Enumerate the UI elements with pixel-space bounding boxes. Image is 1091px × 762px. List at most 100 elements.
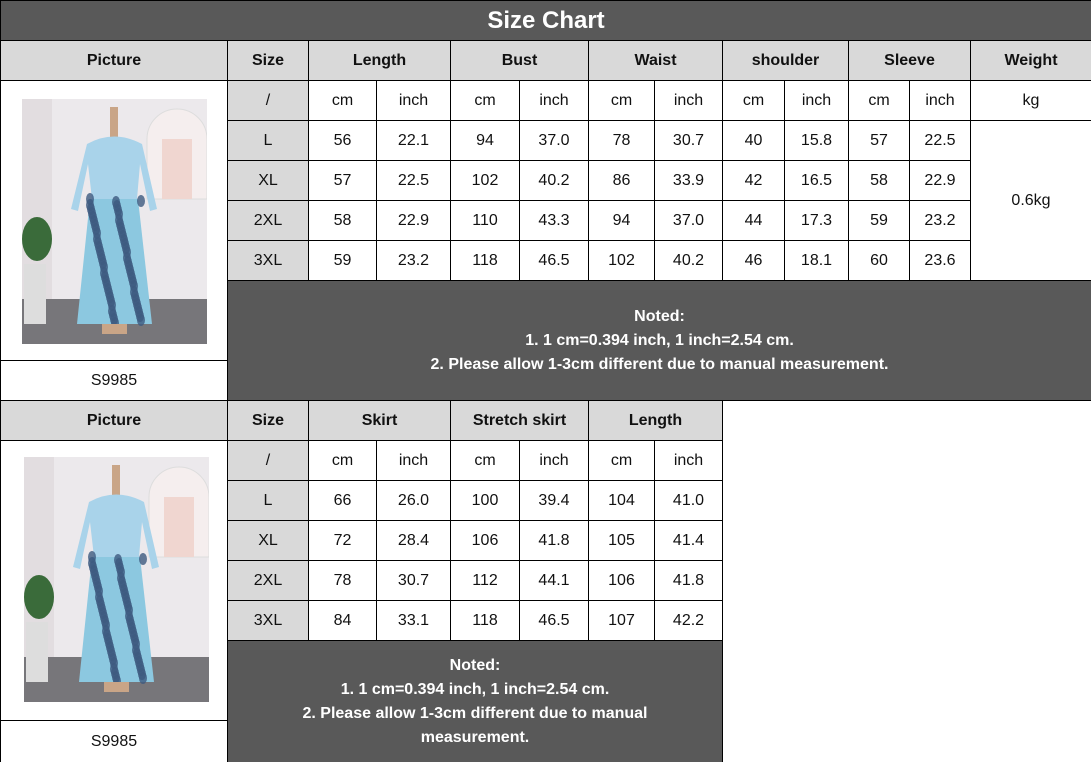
measurement-cell: 43.3 xyxy=(519,200,589,241)
measurement-cell: 46.5 xyxy=(519,600,589,641)
measurement-cell: 58 xyxy=(308,200,377,241)
measurement-cell: 44.1 xyxy=(519,560,589,601)
measurement-cell: 37.0 xyxy=(654,200,723,241)
measurement-cell: 44 xyxy=(722,200,785,241)
size-label: 2XL xyxy=(227,560,309,601)
size-label: L xyxy=(227,480,309,521)
measurement-cell: 57 xyxy=(848,120,910,161)
unit-cell: cm xyxy=(450,80,520,121)
size-label: L xyxy=(227,120,309,161)
size-label: 3XL xyxy=(227,600,309,641)
size-label: XL xyxy=(227,160,309,201)
measurement-cell: 72 xyxy=(308,520,377,561)
column-header: Size xyxy=(227,400,309,441)
measurement-cell: 106 xyxy=(588,560,655,601)
note-box: Noted: 1. 1 cm=0.394 inch, 1 inch=2.54 cm… xyxy=(227,280,1091,401)
size-label: 3XL xyxy=(227,240,309,281)
column-header: Waist xyxy=(588,40,723,81)
measurement-cell: 16.5 xyxy=(784,160,849,201)
measurement-cell: 102 xyxy=(450,160,520,201)
column-header: Size xyxy=(227,40,309,81)
note-line: Noted: xyxy=(449,656,501,674)
column-header: Picture xyxy=(0,40,228,81)
measurement-cell: 33.9 xyxy=(654,160,723,201)
note-line: 2. Please allow 1-3cm different due to m… xyxy=(430,355,889,373)
unit-cell: / xyxy=(227,80,309,121)
note-box: Noted: 1. 1 cm=0.394 inch, 1 inch=2.54 cm… xyxy=(227,640,723,762)
measurement-cell: 30.7 xyxy=(654,120,723,161)
measurement-cell: 23.2 xyxy=(376,240,451,281)
size-label: XL xyxy=(227,520,309,561)
measurement-cell: 28.4 xyxy=(376,520,451,561)
unit-cell: inch xyxy=(519,80,589,121)
measurement-cell: 58 xyxy=(848,160,910,201)
measurement-cell: 39.4 xyxy=(519,480,589,521)
measurement-cell: 59 xyxy=(848,200,910,241)
measurement-cell: 15.8 xyxy=(784,120,849,161)
measurement-cell: 94 xyxy=(450,120,520,161)
measurement-cell: 78 xyxy=(308,560,377,601)
measurement-cell: 59 xyxy=(308,240,377,281)
measurement-cell: 40.2 xyxy=(519,160,589,201)
measurement-cell: 22.5 xyxy=(376,160,451,201)
measurement-cell: 42 xyxy=(722,160,785,201)
measurement-cell: 18.1 xyxy=(784,240,849,281)
measurement-cell: 30.7 xyxy=(376,560,451,601)
measurement-cell: 46 xyxy=(722,240,785,281)
unit-cell: kg xyxy=(970,80,1091,121)
unit-cell: inch xyxy=(784,80,849,121)
unit-cell: cm xyxy=(450,440,520,481)
note-line: 2. Please allow 1-3cm different due to m… xyxy=(302,704,648,722)
unit-cell: inch xyxy=(376,80,451,121)
column-header: Sleeve xyxy=(848,40,971,81)
measurement-cell: 41.8 xyxy=(654,560,723,601)
column-header: Stretch skirt xyxy=(450,400,589,441)
unit-cell: cm xyxy=(308,440,377,481)
measurement-cell: 41.8 xyxy=(519,520,589,561)
column-header: Picture xyxy=(0,400,228,441)
column-header: Skirt xyxy=(308,400,451,441)
measurement-cell: 106 xyxy=(450,520,520,561)
unit-cell: inch xyxy=(519,440,589,481)
unit-cell: cm xyxy=(722,80,785,121)
product-sku: S9985 xyxy=(0,360,228,401)
note-line: Noted: xyxy=(634,307,685,325)
measurement-cell: 112 xyxy=(450,560,520,601)
measurement-cell: 23.2 xyxy=(909,200,971,241)
measurement-cell: 84 xyxy=(308,600,377,641)
measurement-cell: 118 xyxy=(450,600,520,641)
weight-value: 0.6kg xyxy=(970,120,1091,281)
measurement-cell: 22.5 xyxy=(909,120,971,161)
measurement-cell: 22.1 xyxy=(376,120,451,161)
unit-cell: inch xyxy=(654,80,723,121)
measurement-cell: 23.6 xyxy=(909,240,971,281)
unit-cell: inch xyxy=(654,440,723,481)
measurement-cell: 94 xyxy=(588,200,655,241)
note-line: 1. 1 cm=0.394 inch, 1 inch=2.54 cm. xyxy=(340,680,610,698)
column-header: Weight xyxy=(970,40,1091,81)
measurement-cell: 40.2 xyxy=(654,240,723,281)
measurement-cell: 37.0 xyxy=(519,120,589,161)
measurement-cell: 104 xyxy=(588,480,655,521)
measurement-cell: 102 xyxy=(588,240,655,281)
unit-cell: inch xyxy=(909,80,971,121)
column-header: Bust xyxy=(450,40,589,81)
measurement-cell: 17.3 xyxy=(784,200,849,241)
measurement-cell: 66 xyxy=(308,480,377,521)
unit-cell: / xyxy=(227,440,309,481)
measurement-cell: 41.4 xyxy=(654,520,723,561)
measurement-cell: 118 xyxy=(450,240,520,281)
measurement-cell: 42.2 xyxy=(654,600,723,641)
measurement-cell: 33.1 xyxy=(376,600,451,641)
column-header: Length xyxy=(588,400,723,441)
product-sku: S9985 xyxy=(0,720,228,762)
measurement-cell: 56 xyxy=(308,120,377,161)
measurement-cell: 105 xyxy=(588,520,655,561)
product-photo xyxy=(22,99,207,344)
measurement-cell: 107 xyxy=(588,600,655,641)
unit-cell: inch xyxy=(376,440,451,481)
column-header: Length xyxy=(308,40,451,81)
note-line: measurement. xyxy=(420,728,530,746)
measurement-cell: 60 xyxy=(848,240,910,281)
